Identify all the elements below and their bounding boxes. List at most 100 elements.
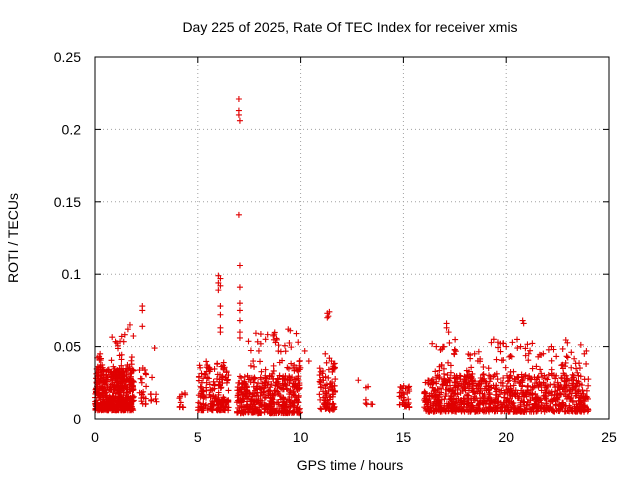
data-point — [322, 382, 329, 389]
data-point — [295, 339, 302, 346]
data-point — [151, 345, 158, 352]
data-point — [504, 389, 511, 396]
data-point — [206, 381, 213, 388]
data-point — [96, 392, 103, 399]
data-point — [256, 384, 263, 391]
data-point — [503, 402, 510, 409]
data-point — [527, 386, 534, 393]
data-point — [255, 380, 262, 387]
data-point — [508, 353, 515, 360]
data-point — [269, 370, 276, 377]
data-point — [215, 287, 222, 294]
data-point — [269, 409, 276, 416]
data-point — [467, 408, 474, 415]
data-point — [550, 408, 557, 415]
data-point — [538, 370, 545, 377]
data-point — [525, 357, 532, 364]
data-point — [562, 359, 569, 366]
data-point — [201, 393, 208, 400]
data-point — [509, 339, 516, 346]
data-point — [129, 366, 136, 373]
data-point — [518, 371, 525, 378]
data-point — [493, 356, 500, 363]
data-point — [564, 354, 571, 361]
data-point — [251, 363, 258, 370]
data-point — [558, 403, 565, 410]
data-point — [471, 350, 478, 357]
data-point — [521, 408, 528, 415]
data-point — [323, 392, 330, 399]
data-point — [284, 376, 291, 383]
data-point — [546, 404, 553, 411]
data-point — [497, 399, 504, 406]
data-point — [438, 362, 445, 369]
data-point — [507, 392, 514, 399]
data-point — [114, 404, 121, 411]
data-point — [116, 352, 123, 359]
data-point — [262, 336, 269, 343]
data-point — [138, 379, 145, 386]
data-point — [569, 399, 576, 406]
data-point — [444, 403, 451, 410]
data-point — [429, 384, 436, 391]
data-point — [495, 344, 502, 351]
data-point — [102, 393, 109, 400]
data-point — [112, 397, 119, 404]
data-point — [468, 395, 475, 402]
data-point — [126, 381, 133, 388]
data-point — [128, 399, 135, 406]
data-point — [140, 394, 147, 401]
data-point — [497, 379, 504, 386]
data-point — [577, 406, 584, 413]
data-point — [96, 407, 103, 414]
data-point — [439, 381, 446, 388]
data-point — [257, 386, 264, 393]
data-point — [198, 370, 205, 377]
data-point — [527, 406, 534, 413]
data-point — [461, 384, 468, 391]
data-point — [293, 330, 300, 337]
data-point — [95, 372, 102, 379]
data-point — [105, 367, 112, 374]
data-point — [553, 353, 560, 360]
data-point — [142, 370, 149, 377]
data-point — [443, 391, 450, 398]
data-point — [525, 350, 532, 357]
data-point — [96, 353, 103, 360]
data-point — [457, 397, 464, 404]
data-point — [514, 395, 521, 402]
data-point — [443, 324, 450, 331]
data-point — [326, 407, 333, 414]
data-point — [574, 369, 581, 376]
y-tick-label: 0.05 — [54, 339, 81, 355]
data-point — [223, 377, 230, 384]
data-point — [104, 402, 111, 409]
data-point — [238, 374, 245, 381]
data-point — [433, 343, 440, 350]
data-point — [541, 406, 548, 413]
data-point — [211, 398, 218, 405]
data-point — [582, 394, 589, 401]
data-point — [217, 275, 224, 282]
data-point — [425, 377, 432, 384]
data-point — [222, 403, 229, 410]
data-point — [263, 375, 270, 382]
x-tick-label: 20 — [498, 429, 514, 445]
data-point — [562, 392, 569, 399]
data-point — [461, 373, 468, 380]
data-point — [433, 392, 440, 399]
data-point — [94, 377, 101, 384]
data-point — [126, 321, 133, 328]
data-point — [139, 365, 146, 372]
data-point — [317, 405, 324, 412]
data-point — [209, 386, 216, 393]
data-point — [106, 386, 113, 393]
data-point — [520, 320, 527, 327]
data-point — [436, 402, 443, 409]
data-point — [514, 389, 521, 396]
data-point — [331, 406, 338, 413]
data-point — [468, 364, 475, 371]
data-point — [480, 378, 487, 385]
data-point — [482, 408, 489, 415]
